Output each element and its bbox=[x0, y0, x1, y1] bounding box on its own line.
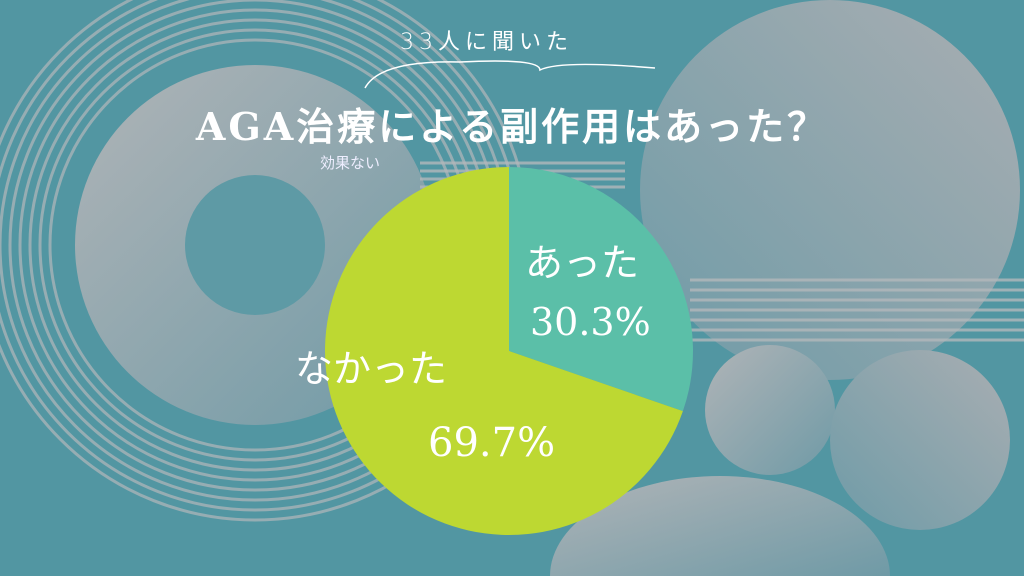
slice-value-no: 69.7% bbox=[428, 420, 556, 466]
pie-slice-no bbox=[324, 167, 683, 535]
slice-label-no: なかった bbox=[295, 347, 448, 391]
subtitle: 33人に聞いた bbox=[400, 30, 573, 55]
slice-value-yes: 30.3% bbox=[530, 300, 651, 344]
note-label: 効果ない bbox=[320, 154, 381, 172]
slice-label-yes: あった bbox=[525, 241, 640, 285]
pie-slice-yes bbox=[509, 167, 694, 412]
brace-decoration bbox=[364, 60, 656, 89]
chart-title: AGA治療による副作用はあった？ bbox=[195, 104, 829, 149]
